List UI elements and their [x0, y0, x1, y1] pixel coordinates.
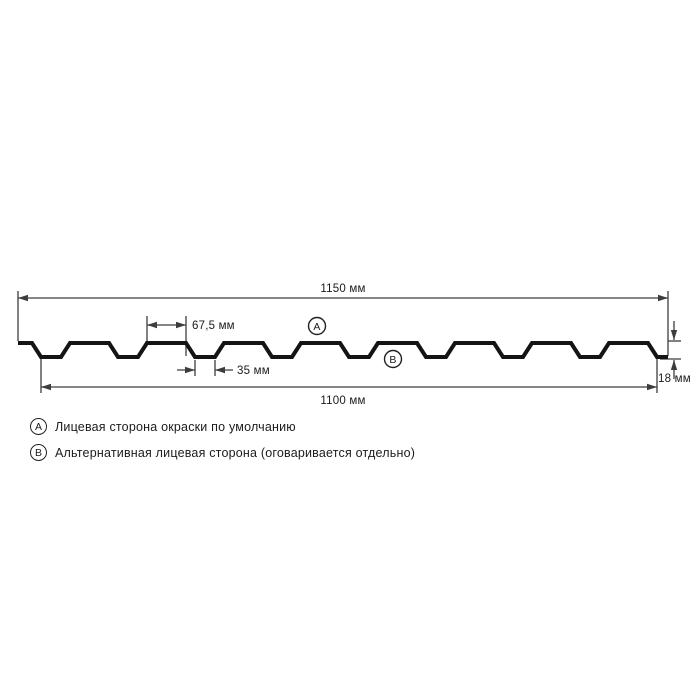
dim-working-width: 1100 мм: [40, 359, 658, 407]
side-a-letter: A: [313, 321, 320, 333]
legend-item-b: B Альтернативная лицевая сторона (оговар…: [30, 444, 415, 461]
dimension-label-working-width: 1100 мм: [320, 395, 365, 407]
legend-item-a: A Лицевая сторона окраски по умолчанию: [30, 418, 415, 435]
legend-item-a-label: Лицевая сторона окраски по умолчанию: [55, 419, 296, 434]
legend-marker-b-letter: B: [34, 446, 42, 459]
dimension-label-total-width: 1150 мм: [320, 283, 365, 295]
side-a-marker: A: [307, 316, 327, 336]
dimension-label-rib-bottom: 35 мм: [237, 365, 270, 377]
side-b-circle: [383, 349, 403, 369]
dim-profile-height: 18 мм: [658, 321, 691, 385]
side-b-letter: B: [389, 354, 396, 366]
legend-marker-b-circle: B: [30, 444, 47, 461]
side-a-circle: [307, 316, 327, 336]
dimension-label-rib-top: 67,5 мм: [192, 320, 235, 332]
legend-marker-a-letter: A: [34, 420, 42, 433]
dim-rib-bottom-width: 35 мм: [177, 360, 270, 377]
side-b-marker: B: [383, 349, 403, 369]
dimension-label-height: 18 мм: [658, 373, 691, 385]
legend-item-b-label: Альтернативная лицевая сторона (оговарив…: [55, 445, 416, 460]
legend: A Лицевая сторона окраски по умолчанию B…: [30, 418, 415, 470]
legend-marker-a-circle: A: [30, 418, 47, 435]
dim-total-width: 1150 мм: [17, 283, 669, 356]
dim-rib-top-width: 67,5 мм: [146, 316, 235, 356]
profile-outline: [18, 341, 668, 359]
